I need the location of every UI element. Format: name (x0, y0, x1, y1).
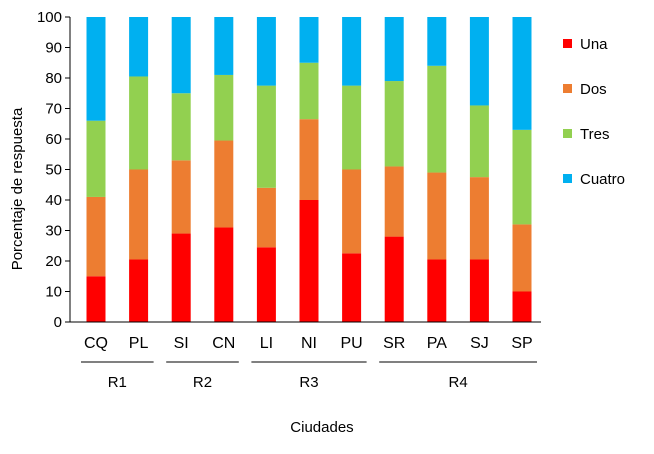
bar-segment-li-una (256, 247, 276, 322)
bar-segment-ni-una (299, 200, 319, 322)
legend-swatch-cuatro (563, 174, 572, 183)
x-tick-label: PL (129, 335, 149, 352)
bar-segment-sp-una (512, 291, 532, 322)
bar-segment-cn-una (214, 227, 234, 322)
bar-segment-pu-cuatro (342, 17, 362, 86)
group-label: R2 (193, 374, 212, 391)
bar-segment-ni-dos (299, 119, 319, 200)
bar-segment-si-una (171, 233, 191, 322)
bar-segment-sr-tres (384, 81, 404, 167)
x-tick-label: SR (383, 335, 405, 352)
x-tick-label: PU (340, 335, 362, 352)
bar-segment-pa-tres (427, 65, 447, 173)
x-tick-label: NI (301, 335, 317, 352)
y-tick-label: 20 (45, 253, 62, 270)
bar-segment-li-cuatro (256, 17, 276, 86)
bar-segment-cq-dos (86, 196, 106, 277)
y-axis-title: Porcentaje de respuesta (9, 107, 26, 270)
legend-label-tres: Tres (580, 126, 609, 143)
legend-label-cuatro: Cuatro (580, 171, 625, 188)
legend-label-una: Una (580, 36, 608, 53)
group-label: R3 (299, 374, 318, 391)
region-group-labels: R1 R2 R3 R4 (81, 361, 537, 391)
y-tick-label: 30 (45, 223, 62, 240)
group-label: R4 (449, 374, 468, 391)
y-tick-label: 100 (37, 9, 62, 26)
bar-segment-sj-una (469, 259, 489, 322)
bar-segment-sp-tres (512, 129, 532, 225)
y-tick-label: 50 (45, 162, 62, 179)
bar-segment-pl-tres (129, 76, 149, 170)
bar-segment-pa-cuatro (427, 17, 447, 66)
bar-segment-li-tres (256, 85, 276, 188)
bar-segment-cn-dos (214, 140, 234, 228)
y-tick-label: 80 (45, 70, 62, 87)
x-axis-tick-labels: CQ PL SI CN LI NI PU SR PA SJ SP (84, 335, 533, 352)
y-tick-label: 10 (45, 284, 62, 301)
bar-segment-si-tres (171, 93, 191, 161)
bar-segment-sj-tres (469, 105, 489, 178)
legend-swatch-tres (563, 129, 572, 138)
bar-segment-sp-cuatro (512, 17, 532, 130)
bar-segment-sp-dos (512, 224, 532, 292)
y-axis-ticks: 0 10 20 30 40 50 60 70 80 90 100 (37, 9, 70, 331)
bar-segment-cq-tres (86, 120, 106, 197)
bar-segment-pl-cuatro (129, 17, 149, 77)
bar-segment-pa-una (427, 259, 447, 322)
bar-segment-cn-tres (214, 74, 234, 141)
x-tick-label: LI (260, 335, 273, 352)
x-tick-label: CQ (84, 335, 108, 352)
bar-segment-cn-cuatro (214, 17, 234, 75)
bar-segment-si-cuatro (171, 17, 191, 94)
x-tick-label: PA (427, 335, 447, 352)
x-tick-label: CN (212, 335, 235, 352)
bar-segment-cq-una (86, 276, 106, 322)
y-tick-label: 70 (45, 101, 62, 118)
legend-label-dos: Dos (580, 81, 607, 98)
bar-segment-sj-dos (469, 177, 489, 260)
legend-swatch-una (563, 39, 572, 48)
y-tick-label: 90 (45, 40, 62, 57)
legend: Una Dos Tres Cuatro (563, 36, 625, 188)
x-axis-title: Ciudades (290, 419, 353, 436)
x-tick-label: SP (511, 335, 532, 352)
bar-segment-cq-cuatro (86, 17, 106, 121)
bar-segment-li-dos (256, 187, 276, 248)
bar-segment-pl-dos (129, 169, 149, 260)
bar-segment-sr-una (384, 236, 404, 322)
bar-segment-pa-dos (427, 172, 447, 260)
bar-segment-pl-una (129, 259, 149, 322)
x-tick-label: SJ (470, 335, 489, 352)
y-tick-label: 0 (54, 314, 62, 331)
bar-segment-pu-tres (342, 85, 362, 170)
group-label: R1 (108, 374, 127, 391)
bar-segment-ni-cuatro (299, 17, 319, 63)
bar-segment-pu-una (342, 253, 362, 322)
bars-layer (86, 17, 532, 322)
bar-segment-si-dos (171, 160, 191, 234)
y-tick-label: 40 (45, 192, 62, 209)
bar-segment-ni-tres (299, 62, 319, 120)
bar-segment-sj-cuatro (469, 17, 489, 106)
bar-segment-pu-dos (342, 169, 362, 254)
bar-segment-sr-cuatro (384, 17, 404, 82)
y-tick-label: 60 (45, 131, 62, 148)
bar-segment-sr-dos (384, 166, 404, 237)
legend-swatch-dos (563, 84, 572, 93)
x-tick-label: SI (174, 335, 189, 352)
